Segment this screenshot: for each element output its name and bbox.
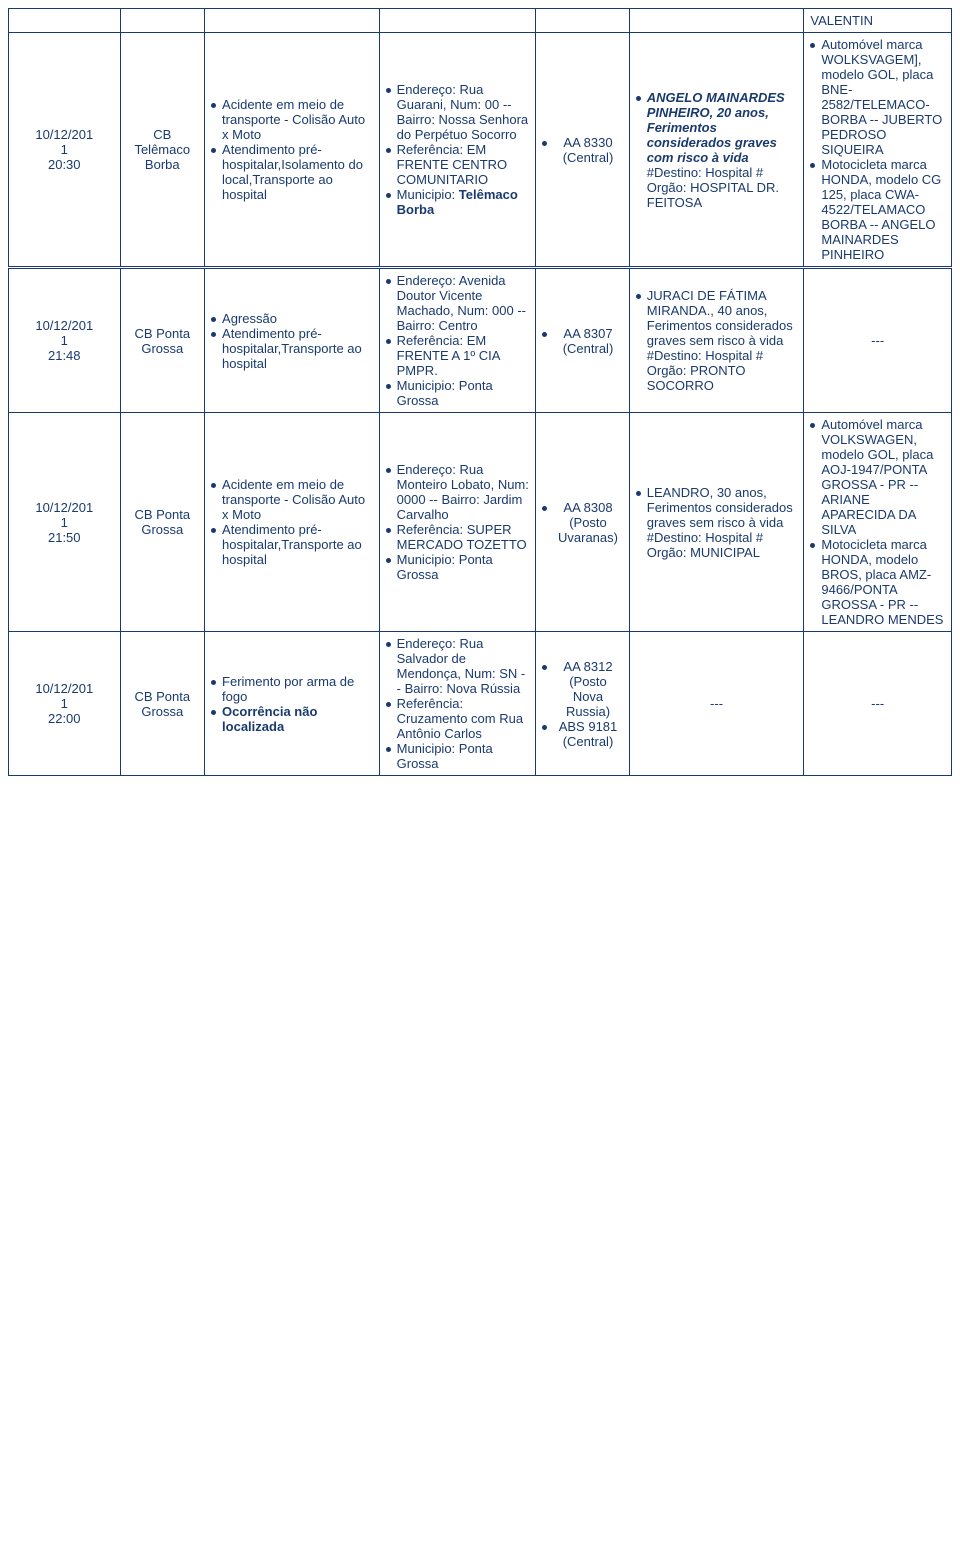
vtr-cell: AA 8330 (Central) bbox=[536, 33, 630, 268]
address-cell: Endereço: Rua Salvador de Mendonça, Num:… bbox=[379, 632, 536, 776]
date-cell: 10/12/201121:48 bbox=[9, 268, 121, 413]
event-cell: AgressãoAtendimento pré-hospitalar,Trans… bbox=[205, 268, 380, 413]
unit-cell: CB Ponta Grossa bbox=[120, 268, 205, 413]
vtr-cell: AA 8312 (Posto Nova Russia)ABS 9181 (Cen… bbox=[536, 632, 630, 776]
address-cell: Endereço: Avenida Doutor Vicente Machado… bbox=[379, 268, 536, 413]
table-row: 10/12/201121:48CB Ponta GrossaAgressãoAt… bbox=[9, 268, 952, 413]
victim-cell: ANGELO MAINARDES PINHEIRO, 20 anos, Feri… bbox=[629, 33, 804, 268]
vehicle-cell: Automóvel marca VOLKSWAGEN, modelo GOL, … bbox=[804, 413, 952, 632]
table-row: 10/12/201120:30CB Telêmaco BorbaAcidente… bbox=[9, 33, 952, 268]
event-cell: Acidente em meio de transporte - Colisão… bbox=[205, 413, 380, 632]
unit-cell: CB Ponta Grossa bbox=[120, 632, 205, 776]
vehicle-cell: Automóvel marca WOLKSVAGEM], modelo GOL,… bbox=[804, 33, 952, 268]
victim-cell: LEANDRO, 30 anos, Ferimentos considerado… bbox=[629, 413, 804, 632]
victim-cell bbox=[629, 9, 804, 33]
address-cell: Endereço: Rua Guarani, Num: 00 -- Bairro… bbox=[379, 33, 536, 268]
unit-cell bbox=[120, 9, 205, 33]
vehicle-cell: --- bbox=[804, 268, 952, 413]
unit-cell: CB Ponta Grossa bbox=[120, 413, 205, 632]
victim-cell: JURACI DE FÁTIMA MIRANDA., 40 anos, Feri… bbox=[629, 268, 804, 413]
address-cell: Endereço: Rua Monteiro Lobato, Num: 0000… bbox=[379, 413, 536, 632]
address-cell bbox=[379, 9, 536, 33]
unit-cell: CB Telêmaco Borba bbox=[120, 33, 205, 268]
vehicle-cell: VALENTIN bbox=[804, 9, 952, 33]
victim-cell: --- bbox=[629, 632, 804, 776]
event-cell bbox=[205, 9, 380, 33]
vtr-cell: AA 8307 (Central) bbox=[536, 268, 630, 413]
event-cell: Ferimento por arma de fogoOcorrência não… bbox=[205, 632, 380, 776]
table-row: VALENTIN bbox=[9, 9, 952, 33]
event-cell: Acidente em meio de transporte - Colisão… bbox=[205, 33, 380, 268]
date-cell: 10/12/201122:00 bbox=[9, 632, 121, 776]
date-cell: 10/12/201120:30 bbox=[9, 33, 121, 268]
occurrence-table: VALENTIN10/12/201120:30CB Telêmaco Borba… bbox=[8, 8, 952, 776]
table-row: 10/12/201121:50CB Ponta GrossaAcidente e… bbox=[9, 413, 952, 632]
date-cell bbox=[9, 9, 121, 33]
date-cell: 10/12/201121:50 bbox=[9, 413, 121, 632]
vehicle-cell: --- bbox=[804, 632, 952, 776]
vtr-cell: AA 8308 (Posto Uvaranas) bbox=[536, 413, 630, 632]
vtr-cell bbox=[536, 9, 630, 33]
table-row: 10/12/201122:00CB Ponta GrossaFerimento … bbox=[9, 632, 952, 776]
